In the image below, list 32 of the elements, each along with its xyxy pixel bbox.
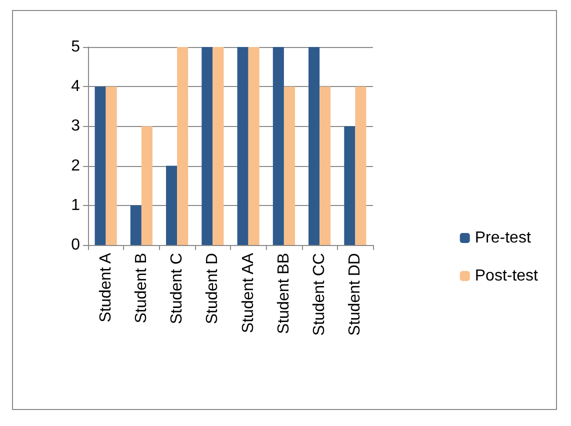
bar: [166, 166, 178, 245]
bar: [237, 47, 248, 245]
bar: [202, 47, 213, 245]
bar: [284, 86, 295, 245]
x-tick-label: Student CC: [311, 253, 328, 336]
legend-label: Pre-test: [474, 230, 532, 246]
y-tick-label: 0: [71, 236, 80, 254]
y-tick-label: 5: [71, 38, 80, 56]
bar: [272, 47, 284, 245]
legend-label: Post-test: [474, 268, 539, 284]
bar: [355, 86, 366, 245]
bar: [177, 47, 188, 245]
x-tick-label: Student AA: [240, 252, 257, 334]
x-tick-label: Student BB: [275, 253, 292, 334]
bar: [141, 126, 152, 245]
bar: [130, 205, 142, 245]
bar: [94, 86, 106, 245]
y-tick-label: 3: [71, 118, 80, 135]
bar: [106, 86, 117, 245]
x-tick-label: Student C: [168, 253, 186, 324]
bar: [320, 86, 331, 245]
x-tick-label: Student A: [97, 252, 114, 322]
y-tick-label: 1: [71, 196, 80, 214]
y-tick-label: 2: [71, 157, 80, 174]
x-tick-label: Student DD: [346, 253, 364, 336]
x-tick-label: Student B: [132, 253, 150, 324]
bar: [248, 47, 260, 245]
y-tick-label: 4: [71, 78, 80, 96]
bar: [308, 47, 320, 245]
x-tick-label: Student D: [204, 253, 222, 324]
bar: [212, 47, 224, 245]
bar: [344, 126, 356, 245]
